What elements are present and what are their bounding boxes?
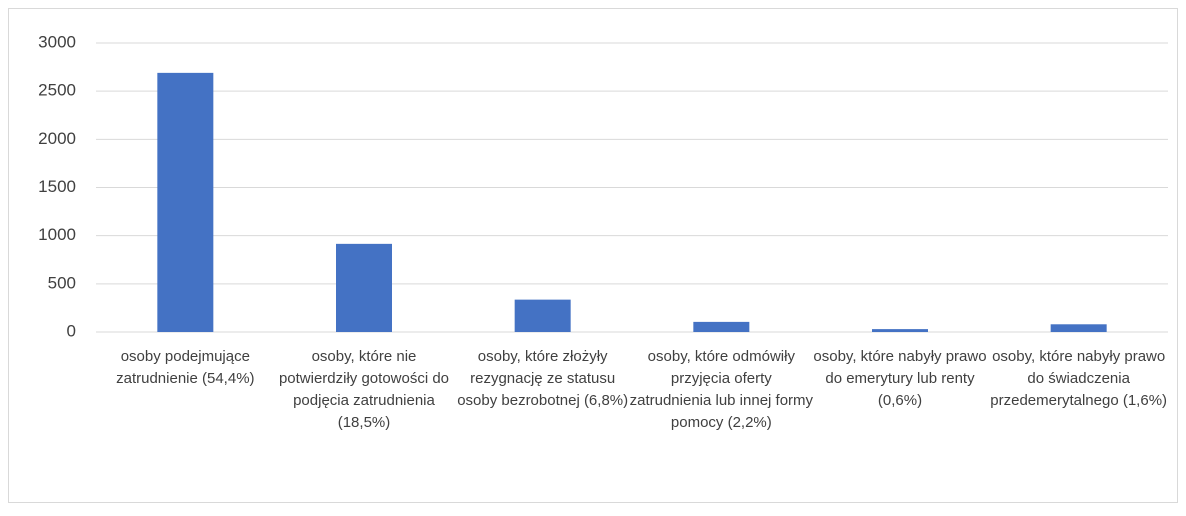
y-tick-label: 500 [48,273,76,292]
x-tick-label-box: osoby, które nabyły prawo do świadczenia… [990,348,1168,409]
y-tick-label: 3000 [38,32,76,51]
bar [514,299,571,332]
x-tick-label: osoby podejmujące zatrudnienie (54,4%) [116,348,255,387]
bar [693,321,750,332]
bar [1050,324,1107,332]
bar [872,329,928,332]
x-tick-label-box: osoby, które nabyły prawo do emerytury l… [813,348,987,409]
bar [157,72,214,332]
x-tick-label: osoby, które nabyły prawo do emerytury l… [813,348,987,409]
bar [336,243,392,332]
x-tick-label-box: osoby, które nie potwierdziły gotowości … [278,348,450,431]
y-tick-label: 2000 [38,129,76,148]
x-tick-label-box: osoby, które złożyły rezygnację ze statu… [457,348,629,409]
x-tick-label-box: osoby podejmujące zatrudnienie (54,4%) [116,348,255,387]
y-tick-label: 0 [67,321,76,340]
x-tick-label: osoby, które nabyły prawo do świadczenia… [990,348,1168,409]
x-tick-label: osoby, które nie potwierdziły gotowości … [278,348,450,431]
x-tick-label: osoby, które odmówiły przyjęcia oferty z… [629,348,814,431]
x-tick-label-box: osoby, które odmówiły przyjęcia oferty z… [629,348,814,431]
y-tick-label: 1500 [38,177,76,196]
y-tick-label: 2500 [38,81,76,100]
y-tick-label: 1000 [38,225,76,244]
x-tick-label: osoby, które złożyły rezygnację ze statu… [457,348,629,409]
